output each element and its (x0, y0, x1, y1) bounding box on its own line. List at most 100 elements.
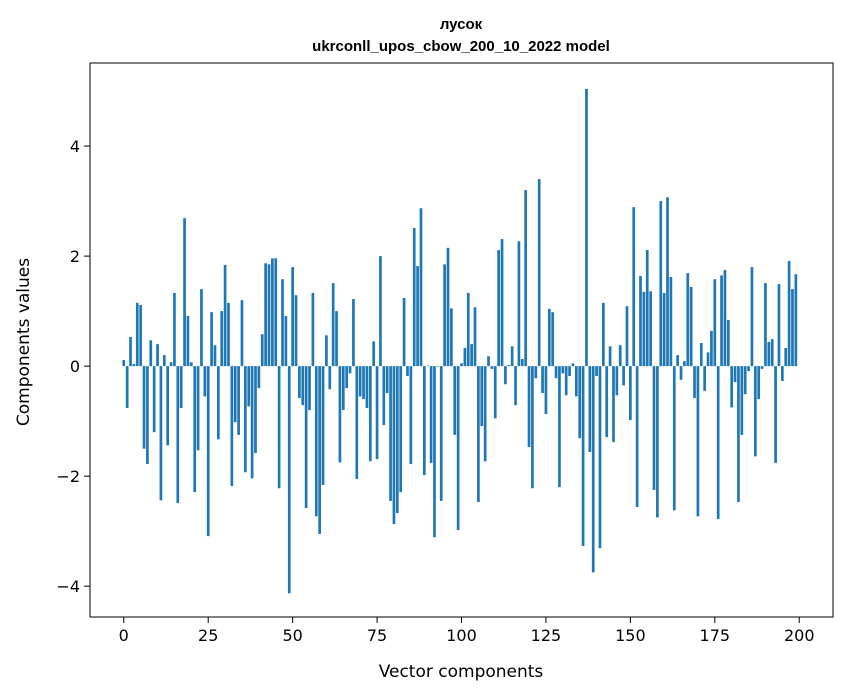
bar-92 (433, 366, 436, 538)
bar-11 (159, 366, 163, 501)
bar-193 (774, 366, 777, 463)
bar-111 (497, 250, 501, 367)
bar-9 (152, 366, 156, 433)
bar-159 (659, 201, 663, 367)
bar-98 (453, 366, 457, 435)
bar-68 (352, 299, 355, 367)
bar-181 (733, 366, 737, 383)
bar-123 (537, 179, 541, 367)
bar-29 (220, 311, 224, 367)
bar-166 (683, 361, 686, 367)
bar-28 (216, 366, 220, 440)
bar-17 (179, 366, 183, 408)
bar-136 (581, 366, 585, 547)
bar-52 (298, 366, 301, 399)
bar-33 (233, 366, 237, 423)
y-tick-label: 0 (70, 357, 80, 376)
bar-59 (321, 366, 325, 485)
bar-8 (149, 340, 153, 367)
bar-113 (504, 366, 507, 385)
bar-157 (652, 366, 656, 490)
bar-182 (737, 366, 740, 503)
bar-84 (406, 366, 409, 377)
bar-15 (173, 292, 176, 367)
bar-43 (267, 264, 271, 367)
bar-127 (551, 312, 555, 367)
bar-54 (304, 366, 308, 509)
bar-178 (723, 269, 727, 367)
bar-120 (527, 366, 531, 448)
bar-34 (237, 366, 240, 435)
bar-64 (338, 366, 342, 463)
bar-179 (726, 319, 730, 367)
bar-153 (639, 275, 642, 367)
bar-106 (480, 366, 484, 427)
bar-96 (446, 247, 450, 367)
bar-192 (770, 339, 774, 367)
bar-191 (767, 341, 771, 367)
bar-186 (750, 267, 754, 367)
bar-139 (591, 366, 595, 573)
bar-61 (328, 366, 332, 390)
bar-13 (166, 366, 170, 446)
bar-183 (740, 366, 744, 435)
bar-14 (169, 362, 173, 367)
bar-189 (760, 366, 764, 369)
x-axis: 0 25 50 75 100 125 150 175 200 (119, 617, 815, 645)
bar-102 (466, 292, 470, 367)
bar-145 (612, 366, 615, 443)
bar-74 (372, 341, 376, 367)
bar-177 (720, 275, 723, 367)
bar-118 (520, 358, 524, 367)
bar-12 (162, 355, 166, 367)
y-axis-label: Components values (14, 258, 34, 426)
bar-163 (672, 366, 676, 511)
bar-167 (686, 273, 690, 367)
x-tick-label: 75 (367, 626, 387, 645)
bar-103 (470, 344, 473, 367)
bar-25 (206, 366, 210, 537)
bar-66 (345, 366, 349, 389)
bar-55 (308, 366, 311, 411)
bar-1 (125, 366, 129, 408)
bar-114 (507, 365, 511, 367)
x-tick-label: 100 (446, 626, 477, 645)
x-axis-label: Vector components (379, 662, 544, 682)
bar-70 (358, 366, 362, 397)
bars-group (122, 88, 798, 594)
chart-subtitle: ukrconll_upos_cbow_200_10_2022 model (312, 38, 610, 55)
bar-187 (753, 366, 757, 457)
bar-85 (409, 366, 413, 465)
bar-125 (544, 366, 548, 414)
x-tick-label: 175 (700, 626, 731, 645)
bar-99 (456, 366, 460, 531)
bar-134 (574, 366, 578, 397)
bar-126 (547, 308, 551, 367)
bar-161 (666, 197, 669, 367)
bar-185 (747, 366, 750, 372)
bar-90 (426, 365, 430, 367)
bar-150 (629, 366, 632, 421)
bar-57 (314, 366, 318, 517)
bar-31 (227, 302, 230, 367)
bar-93 (436, 366, 440, 367)
bar-97 (450, 308, 453, 367)
bar-91 (429, 366, 433, 463)
y-tick-label: −4 (56, 577, 80, 596)
bar-165 (679, 366, 683, 380)
bar-88 (419, 208, 423, 367)
bar-30 (223, 264, 227, 367)
bar-129 (558, 366, 561, 488)
bar-146 (615, 366, 619, 396)
bar-130 (561, 366, 565, 374)
bar-78 (385, 366, 389, 394)
bar-138 (588, 366, 592, 452)
bar-147 (618, 345, 622, 367)
y-tick-label: −2 (56, 467, 80, 486)
bar-6 (142, 366, 146, 449)
bar-101 (463, 347, 467, 367)
bar-79 (389, 366, 392, 501)
bar-188 (757, 366, 761, 400)
bar-198 (791, 289, 794, 367)
